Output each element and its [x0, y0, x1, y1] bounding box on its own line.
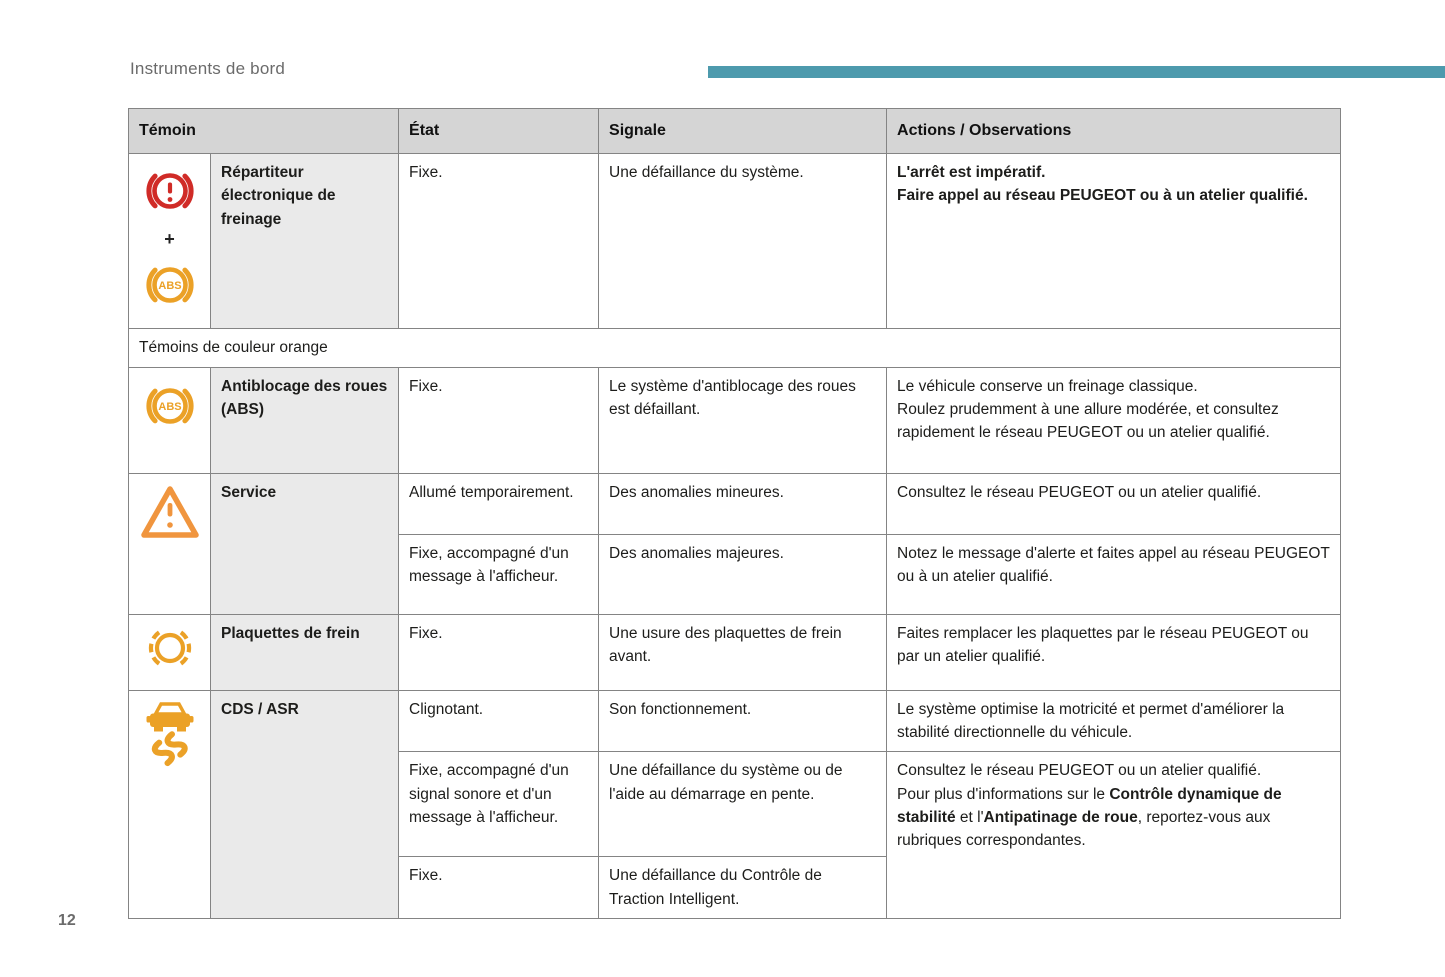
etat-cell: Fixe. — [398, 366, 600, 474]
actions-line: Pour plus d'informations sur le Contrôle… — [897, 785, 1282, 850]
etat-cell: Fixe. — [398, 613, 600, 691]
table-row: Service Allumé temporairement. Des anomali… — [128, 472, 1342, 615]
table-row: ABS Antiblocage des roues (ABS) Fixe. Le sy… — [128, 366, 1342, 474]
warning-lights-table: Témoin État Signale Actions / Observations … — [127, 108, 1342, 919]
traction-control-icon — [144, 700, 196, 775]
signale-cell: Une défaillance du système. — [598, 153, 888, 329]
plus-sign: + — [164, 229, 175, 250]
table-body: + ABS Répartiteur électronique de freinag… — [127, 153, 1342, 919]
col-header-actions: Actions / Observations — [886, 108, 1342, 154]
warning-light-cell — [128, 613, 211, 691]
abs-icon: ABS — [138, 256, 202, 321]
page-number: 12 — [58, 912, 76, 929]
etat-cell: Allumé temporairement. — [398, 472, 600, 535]
actions-cell: Le véhicule conserve un freinage classiq… — [886, 366, 1342, 474]
warning-light-cell: + ABS — [128, 153, 211, 329]
actions-line: Le véhicule conserve un freinage classiq… — [897, 377, 1198, 395]
col-header-temoin: Témoin — [127, 108, 400, 154]
actions-line: Le système optimise la motricité et perm… — [897, 700, 1285, 741]
signale-cell: Son fonctionnement. — [598, 689, 888, 753]
signale-cell: Une usure des plaquettes de frein avant. — [598, 613, 888, 691]
section-divider: Témoins de couleur orange — [127, 327, 1342, 368]
actions-line: L'arrêt est impératif. — [897, 164, 1046, 181]
header-accent-bar — [708, 66, 1445, 78]
etat-cell: Fixe, accompagné d'un signal sonore et d… — [398, 751, 600, 858]
actions-line: Consultez le réseau PEUGEOT ou un atelie… — [897, 762, 1262, 780]
etat-cell: Fixe. — [398, 153, 600, 329]
warning-light-cell — [128, 689, 211, 919]
warning-light-name: Répartiteur électronique de freinage — [209, 153, 400, 329]
etat-cell: Fixe, accompagné d'un message à l'affich… — [398, 533, 600, 615]
col-header-etat: État — [398, 108, 600, 154]
warning-light-name: Antiblocage des roues (ABS) — [209, 366, 400, 474]
warning-light-name: Service — [209, 472, 400, 615]
actions-line: Notez le message d'alerte et faites appe… — [897, 544, 1330, 585]
brake-warning-icon — [138, 163, 202, 226]
table-header: Témoin État Signale Actions / Observations — [127, 108, 1342, 154]
warning-light-cell — [128, 472, 211, 615]
actions-cell: Le système optimise la motricité et perm… — [886, 689, 1342, 753]
service-warning-icon — [140, 483, 200, 548]
table-row: Fixe, accompagné d'un signal sonore et d… — [129, 751, 1342, 919]
actions-cell: L'arrêt est impératif. Faire appel au rés… — [886, 153, 1342, 329]
actions-line: Consultez le réseau PEUGEOT ou un atelie… — [897, 483, 1262, 501]
table-row: Fixe. Une défaillance du Contrôle de Trac… — [129, 856, 1341, 919]
warning-light-name: Plaquettes de frein — [209, 613, 400, 691]
col-header-signale: Signale — [598, 108, 888, 154]
actions-line: Faire appel au réseau PEUGEOT ou à un at… — [897, 187, 1308, 205]
etat-cell: Fixe. — [398, 856, 600, 919]
warning-light-name: CDS / ASR — [209, 689, 400, 919]
signale-cell: Une défaillance du Contrôle de Traction … — [598, 856, 888, 919]
signale-cell: Des anomalies mineures. — [598, 472, 888, 535]
warning-light-cell: ABS — [128, 366, 211, 474]
etat-cell: Clignotant. — [398, 689, 600, 753]
brake-pads-icon — [143, 624, 197, 679]
table-row: + ABS Répartiteur électronique de freinag… — [128, 153, 1342, 329]
actions-cell: Consultez le réseau PEUGEOT ou un atelie… — [886, 751, 1342, 919]
actions-cell: Consultez le réseau PEUGEOT ou un atelie… — [886, 472, 1342, 535]
table-row: CDS / ASR Clignotant. Son fonctionnement. L… — [128, 689, 1342, 919]
page-title: Instruments de bord — [130, 59, 285, 78]
signale-cell: Le système d'antiblocage des roues est d… — [598, 366, 888, 474]
signale-cell: Une défaillance du système ou de l'aide … — [598, 751, 888, 858]
signale-cell: Des anomalies majeures. — [598, 533, 888, 615]
actions-cell: Notez le message d'alerte et faites appe… — [886, 533, 1342, 615]
actions-line: Roulez prudemment à une allure modérée, … — [897, 401, 1279, 442]
actions-cell: Faites remplacer les plaquettes par le r… — [886, 613, 1342, 691]
actions-line: Faites remplacer les plaquettes par le r… — [897, 624, 1309, 665]
svg-text:ABS: ABS — [158, 280, 181, 292]
svg-text:ABS: ABS — [158, 401, 181, 413]
abs-icon: ABS — [138, 377, 202, 442]
table-row: Plaquettes de frein Fixe. Une usure des pl… — [128, 613, 1342, 691]
